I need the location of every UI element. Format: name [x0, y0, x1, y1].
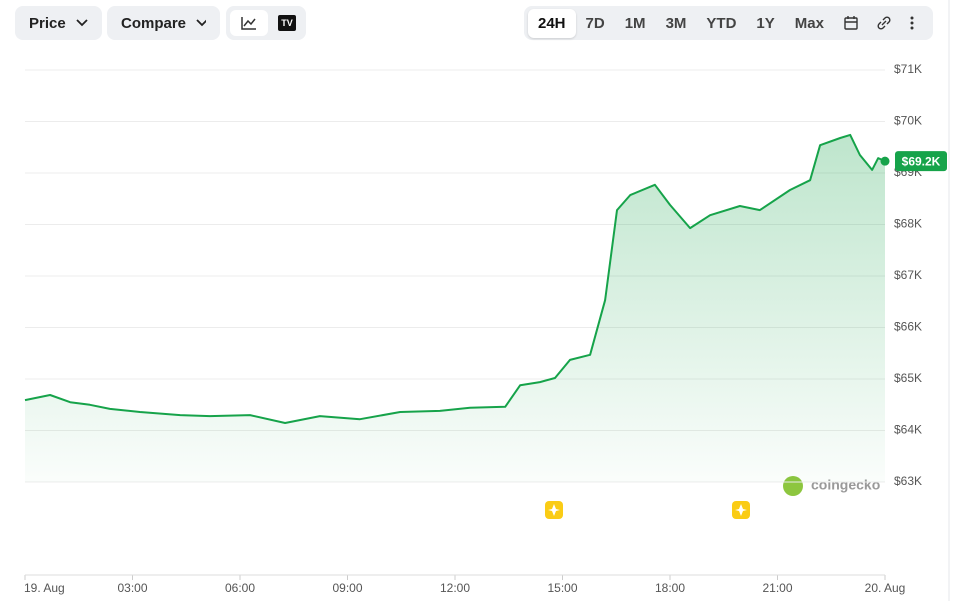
range-button[interactable]: 3M: [665, 14, 687, 32]
current-badge: [895, 151, 947, 172]
watermark: coingecko: [811, 477, 880, 493]
link-icon[interactable]: [876, 16, 892, 30]
range-button[interactable]: 1M: [624, 14, 646, 32]
icon: [241, 17, 256, 30]
x-tick-label: 15:00: [547, 581, 577, 595]
x-tick-label: 12:00: [440, 581, 470, 595]
watermark-logo: [783, 476, 803, 496]
range-button[interactable]: 7D: [585, 14, 605, 32]
range-button[interactable]: 1Y: [756, 14, 775, 32]
label: Compare: [121, 14, 187, 32]
x-tick-label: 06:00: [225, 581, 255, 595]
y-tick-label: $70K: [894, 114, 922, 128]
x-tick-label: 03:00: [117, 581, 147, 595]
compare-select[interactable]: Compare: [107, 6, 220, 40]
x-tick-label: 09:00: [332, 581, 362, 595]
y-tick-label: $63K: [894, 474, 922, 488]
label: Price: [29, 14, 66, 32]
y-tick-label: $68K: [894, 217, 922, 231]
calendar-icon[interactable]: [844, 16, 858, 30]
y-tick-label: $66K: [894, 320, 922, 334]
price-line: [24, 133, 886, 424]
x-tick-label: 20. Aug: [865, 581, 906, 595]
range-button[interactable]: 24H: [528, 8, 576, 38]
x-tick-label: 18:00: [655, 581, 685, 595]
more-icon[interactable]: [910, 16, 914, 30]
y-tick-label: $71K: [894, 62, 922, 76]
range-button[interactable]: Max: [794, 14, 824, 32]
range-button[interactable]: YTD: [706, 14, 737, 32]
y-tick-label: $67K: [894, 268, 922, 282]
chart-style: TV: [226, 6, 306, 40]
current-dot: [880, 156, 890, 166]
line-chart-button[interactable]: [230, 10, 268, 36]
event-markers: [545, 501, 750, 519]
tradingview-button[interactable]: TV: [278, 15, 296, 31]
y-tick-label: $69K: [894, 165, 922, 179]
y-tick-label: $64K: [894, 423, 922, 437]
chevron: [76, 19, 88, 27]
x-tick-label: 19. Aug: [24, 581, 65, 595]
range-tools[interactable]: [844, 16, 914, 30]
y-tick-label: $65K: [894, 371, 922, 385]
range-group: 24H 7D 1M 3M YTD 1Y Max: [524, 6, 933, 40]
current-label: $69.2K: [902, 154, 941, 168]
x-tick-label: 21:00: [762, 581, 792, 595]
chevron: [196, 19, 206, 27]
area-fill: [25, 134, 885, 482]
price-select[interactable]: Price: [15, 6, 102, 40]
